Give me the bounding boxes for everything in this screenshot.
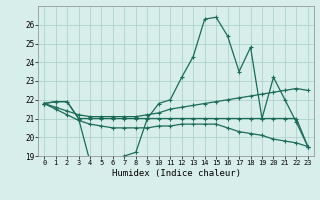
X-axis label: Humidex (Indice chaleur): Humidex (Indice chaleur)	[111, 169, 241, 178]
